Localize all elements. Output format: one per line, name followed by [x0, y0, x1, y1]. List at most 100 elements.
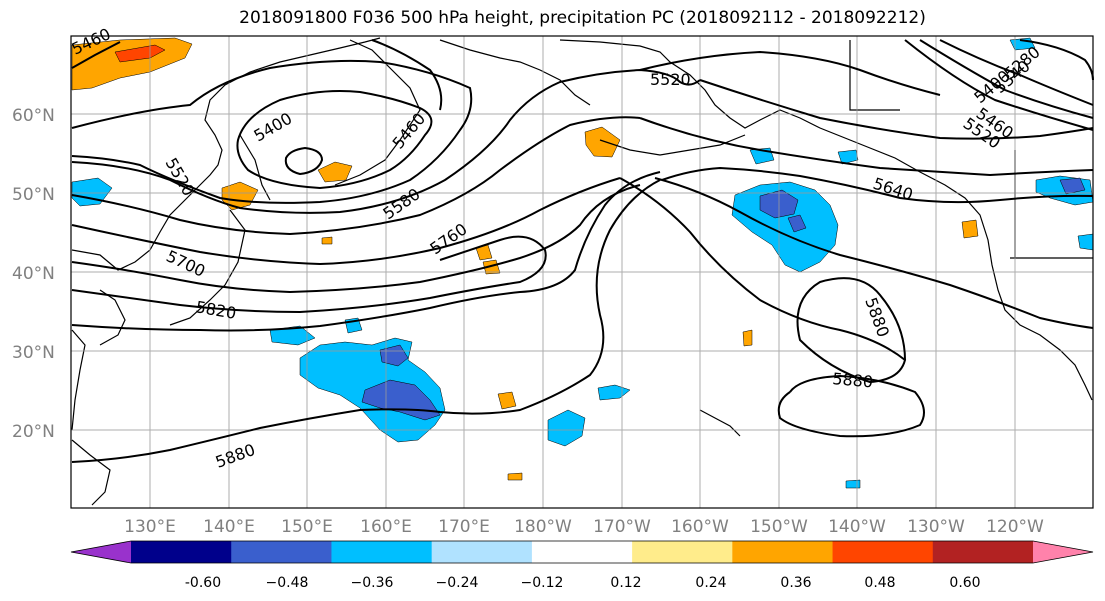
colorbar-segment — [932, 541, 1034, 563]
precip-patch-d — [961, 219, 979, 239]
coast-korea — [99, 289, 126, 346]
contour-5820 — [71, 171, 661, 332]
precip-patch-dark-1 — [379, 344, 409, 367]
precip-patch-g — [321, 236, 333, 245]
colorbar-tick-label: −0.12 — [521, 575, 564, 591]
lon-label: 150°E — [281, 517, 333, 537]
lat-label: 50°N — [12, 185, 55, 205]
colorbar-extend-low — [71, 541, 131, 563]
lon-label: 170°E — [438, 517, 490, 537]
height-contours — [71, 39, 1094, 463]
colorbar-tick-label: 0.48 — [864, 575, 895, 591]
precip-patch-b — [482, 259, 501, 275]
precip-patch-blue-7 — [1077, 233, 1094, 251]
precip-patch-blue-w — [71, 177, 113, 207]
colorbar-tick-label: 0.60 — [949, 575, 980, 591]
precip-patch-kamchatka — [317, 161, 353, 183]
precip-patch-e — [742, 329, 753, 347]
precip-patch-dark-gulf-2 — [787, 214, 807, 233]
coast-taiwan — [71, 439, 111, 506]
contour-5460-east — [371, 39, 443, 111]
contour-5880 — [71, 179, 661, 463]
contour-5520 — [71, 68, 701, 214]
lon-label: 130°E — [124, 517, 176, 537]
coast-hawaii — [699, 409, 741, 437]
contour-5580 — [71, 116, 641, 236]
coast-china — [71, 329, 86, 431]
lon-label: 140°E — [203, 517, 255, 537]
lat-label: 30°N — [12, 343, 55, 363]
colorbar-tick-label: 0.12 — [610, 575, 641, 591]
latitude-labels: 60°N 50°N 40°N 30°N 20°N — [12, 106, 55, 442]
lon-label: 140°W — [828, 517, 886, 537]
colorbar-tick-labels: -0.60 −0.48 −0.36 −0.24 −0.12 0.12 0.24 … — [185, 575, 981, 591]
lat-label: 20°N — [12, 422, 55, 442]
contour-5220-ne — [1019, 39, 1094, 81]
colorbar-segment — [131, 541, 232, 563]
lon-label: 150°W — [750, 517, 808, 537]
contour-5400 — [236, 90, 433, 190]
contour-5460 — [71, 59, 473, 204]
colorbar-extend-high — [1033, 541, 1093, 563]
colorbar-segment — [331, 541, 433, 563]
longitude-labels: 130°E 140°E 150°E 160°E 170°E 180°W 170°… — [124, 517, 1044, 537]
precip-patch-c — [497, 391, 517, 410]
contour-5520-north — [639, 50, 941, 96]
precip-patch-blue-gulf — [731, 181, 839, 273]
colorbar-segment — [531, 541, 633, 563]
contour-5580-east — [639, 117, 1094, 177]
precip-patch-dark-e — [1059, 177, 1086, 195]
coast-chukotka — [439, 39, 591, 106]
colorbar-segment — [732, 541, 834, 563]
lon-label: 130°W — [907, 517, 965, 537]
colorbar-tick-label: 0.24 — [695, 575, 726, 591]
contour-5400-low — [284, 146, 324, 176]
colorbar-segment — [231, 541, 332, 563]
colorbar-tick-label: -0.60 — [185, 575, 221, 591]
contour-5640 — [71, 177, 621, 266]
precip-patch-japan-n — [221, 181, 259, 211]
lon-label: 160°W — [671, 517, 729, 537]
map-title: 2018091800 F036 500 hPa height, precipit… — [239, 8, 926, 28]
coast-alaska-west-coast — [559, 39, 1093, 401]
lon-label: 120°W — [986, 517, 1044, 537]
precip-patch-nw-core — [114, 44, 166, 63]
contour-5700-east — [654, 177, 1094, 329]
lat-label: 40°N — [12, 264, 55, 284]
precip-patch-aleutian — [584, 126, 621, 158]
contour-5640-east — [661, 166, 1094, 204]
colorbar-tick-label: −0.48 — [266, 575, 309, 591]
colorbar-tick-label: −0.24 — [436, 575, 479, 591]
lon-label: 170°W — [593, 517, 651, 537]
coast-kamchatka — [334, 39, 421, 186]
contour-5460-nw — [71, 41, 121, 69]
contour-5700 — [71, 184, 641, 294]
contour-5280 — [939, 39, 1094, 106]
colorbar — [70, 540, 1094, 564]
contour-5760-east — [619, 177, 907, 384]
graticule — [71, 36, 1093, 508]
precip-patch-blue-9 — [845, 479, 861, 489]
contour-5880-east — [777, 374, 925, 438]
contour-5760 — [71, 235, 547, 314]
colorbar-tick-label: 0.36 — [780, 575, 811, 591]
precip-patch-blue-6 — [837, 149, 859, 165]
precip-patch-f — [507, 472, 523, 481]
contour-5400-east — [904, 39, 1094, 131]
contour-5520-east — [699, 79, 1094, 140]
lat-label: 60°N — [12, 106, 55, 126]
colorbar-tick-label: −0.36 — [351, 575, 394, 591]
map-border — [70, 35, 1094, 509]
contour-label: 5880 — [832, 369, 874, 391]
lon-label: 180°W — [514, 517, 572, 537]
colorbar-segment — [431, 541, 533, 563]
border-alaska-canada — [849, 40, 900, 111]
contour-5340 — [919, 39, 1094, 119]
precip-patch-blue-3 — [547, 409, 586, 447]
coast-asia-east — [71, 37, 381, 271]
colorbar-segment — [832, 541, 934, 563]
contour-label: 5520 — [650, 70, 691, 89]
colorbar-segment — [632, 541, 733, 563]
lon-label: 160°E — [360, 517, 412, 537]
